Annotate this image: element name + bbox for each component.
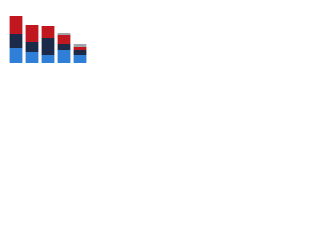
bar-segment (41, 38, 55, 55)
bar-segment (25, 42, 39, 52)
bar-segment (73, 55, 87, 63)
bar-segment (9, 48, 23, 63)
bar-segment (41, 55, 55, 63)
page: {"chart_data": {"type": "stacked-bar", "… (0, 0, 100, 71)
bar-segment (9, 16, 23, 34)
bar-segment (25, 25, 39, 42)
bar-segment (57, 35, 71, 44)
bar-segment (25, 52, 39, 63)
chart (9, 16, 87, 63)
bar-segment (73, 50, 87, 55)
bar-segment (41, 26, 55, 38)
bar-segment (73, 44, 87, 47)
bar-segment (57, 50, 71, 63)
bar-segment (57, 44, 71, 50)
bar-segment (73, 47, 87, 50)
bar-segment (57, 33, 71, 35)
bar-segment (9, 34, 23, 48)
